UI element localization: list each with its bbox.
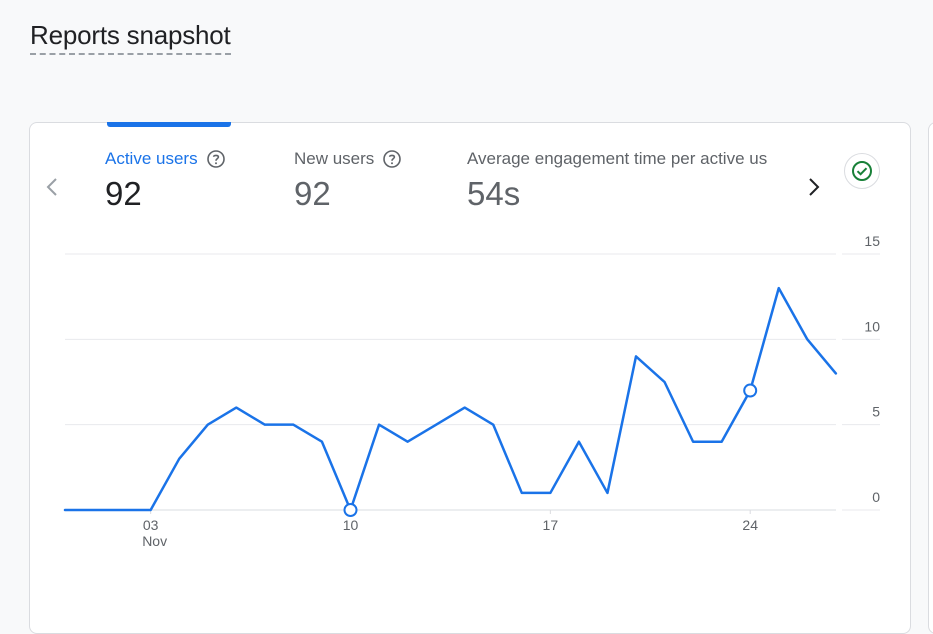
reports-card: Active users 92 New users 92 Average eng… bbox=[29, 122, 911, 634]
page-title: Reports snapshot bbox=[30, 20, 231, 55]
check-circle-icon[interactable] bbox=[844, 153, 880, 189]
metric-value: 92 bbox=[294, 175, 331, 212]
adjacent-card bbox=[928, 122, 933, 634]
chevron-right-icon[interactable] bbox=[804, 175, 824, 199]
metric-tab-average-engagement-time[interactable]: Average engagement time per active us 54… bbox=[467, 149, 792, 213]
metric-value: 92 bbox=[105, 175, 142, 212]
chevron-left-icon[interactable] bbox=[42, 175, 62, 199]
active-tab-indicator bbox=[107, 122, 231, 127]
metric-tab-new-users[interactable]: New users 92 bbox=[294, 149, 402, 213]
metric-tab-active-users[interactable]: Active users 92 bbox=[105, 149, 226, 213]
help-circle-icon[interactable] bbox=[382, 149, 402, 169]
help-circle-icon[interactable] bbox=[206, 149, 226, 169]
metric-label: New users bbox=[294, 149, 375, 168]
metric-value: 54s bbox=[467, 175, 521, 212]
metric-label: Active users bbox=[105, 149, 198, 168]
metric-label: Average engagement time per active us bbox=[467, 149, 768, 168]
